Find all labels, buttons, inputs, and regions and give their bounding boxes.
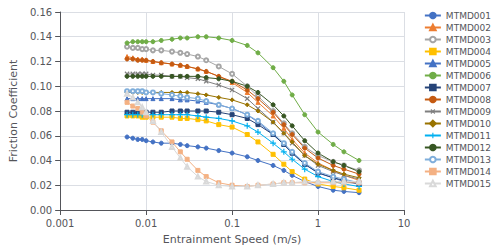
svg-text:0.001: 0.001 — [46, 218, 75, 229]
svg-text:0.10: 0.10 — [30, 81, 52, 92]
svg-text:MTMD004: MTMD004 — [446, 47, 491, 57]
svg-text:MTMD011: MTMD011 — [446, 131, 491, 141]
svg-text:MTMD015: MTMD015 — [446, 179, 491, 189]
svg-text:MTMD005: MTMD005 — [446, 59, 491, 69]
svg-text:0.01: 0.01 — [135, 218, 157, 229]
svg-text:0.02: 0.02 — [30, 180, 52, 191]
svg-text:1: 1 — [315, 218, 321, 229]
svg-text:Friction Coefficient: Friction Coefficient — [7, 59, 20, 162]
svg-text:MTMD013: MTMD013 — [446, 155, 491, 165]
svg-text:0.00: 0.00 — [30, 205, 52, 216]
svg-text:0.04: 0.04 — [30, 155, 52, 166]
svg-text:MTMD010: MTMD010 — [446, 119, 491, 129]
svg-text:Entrainment Speed (m/s): Entrainment Speed (m/s) — [163, 233, 302, 246]
svg-text:MTMD009: MTMD009 — [446, 107, 491, 117]
svg-text:0.14: 0.14 — [30, 31, 52, 42]
svg-text:0.06: 0.06 — [30, 130, 52, 141]
svg-text:0.08: 0.08 — [30, 106, 52, 117]
svg-text:MTMD014: MTMD014 — [446, 167, 491, 177]
svg-text:10: 10 — [398, 218, 411, 229]
svg-text:0.1: 0.1 — [224, 218, 240, 229]
svg-text:MTMD001: MTMD001 — [446, 11, 491, 21]
svg-text:MTMD007: MTMD007 — [446, 83, 491, 93]
svg-text:MTMD012: MTMD012 — [446, 143, 491, 153]
svg-text:0.16: 0.16 — [30, 7, 52, 18]
svg-text:MTMD002: MTMD002 — [446, 23, 491, 33]
svg-text:0.12: 0.12 — [30, 56, 52, 67]
svg-text:MTMD003: MTMD003 — [446, 35, 491, 45]
svg-text:MTMD008: MTMD008 — [446, 95, 491, 105]
svg-text:MTMD006: MTMD006 — [446, 71, 491, 81]
